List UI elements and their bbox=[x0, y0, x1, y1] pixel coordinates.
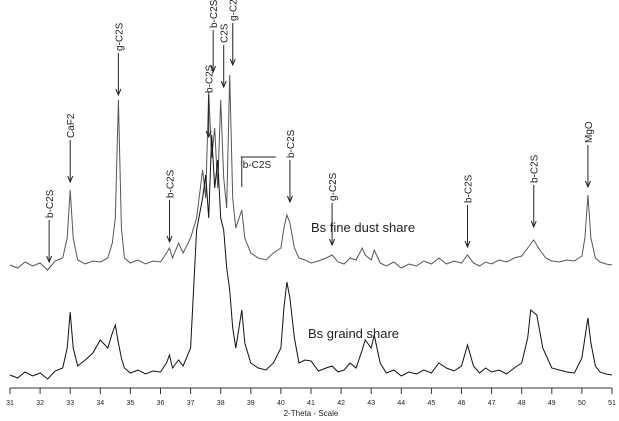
x-tick-label: 47 bbox=[488, 400, 496, 407]
x-tick-label: 51 bbox=[608, 400, 616, 407]
series-label: Bs graind share bbox=[308, 326, 399, 341]
annotation-label: b-C2S bbox=[166, 169, 177, 198]
x-tick-label: 36 bbox=[157, 400, 165, 407]
series-label: Bs fine dust share bbox=[311, 220, 415, 235]
x-axis-label: 2-Theta - Scale bbox=[284, 409, 339, 418]
annotation-label: b-C2S bbox=[464, 174, 475, 203]
x-tick-label: 45 bbox=[428, 400, 436, 407]
annotation-label: g-C2S bbox=[328, 172, 339, 201]
annotation-label: MgO bbox=[584, 121, 595, 143]
annotation-label: C2S bbox=[220, 23, 231, 43]
annotation-arrowhead bbox=[67, 175, 74, 184]
x-tick-label: 42 bbox=[337, 400, 345, 407]
annotation-arrowhead bbox=[205, 130, 212, 139]
x-tick-label: 43 bbox=[367, 400, 375, 407]
x-tick-label: 50 bbox=[578, 400, 586, 407]
annotation-label: b-C2S bbox=[530, 154, 541, 183]
x-tick-label: 31 bbox=[6, 400, 14, 407]
annotation-arrowhead bbox=[584, 180, 591, 189]
x-tick-label: 34 bbox=[96, 400, 104, 407]
x-tick-label: 48 bbox=[518, 400, 526, 407]
annotation-label: b-C2S bbox=[243, 160, 272, 171]
annotation-label: g-C2S bbox=[229, 0, 240, 21]
x-tick-label: 44 bbox=[397, 400, 405, 407]
x-tick-label: 33 bbox=[66, 400, 74, 407]
x-tick-label: 32 bbox=[36, 400, 44, 407]
x-tick-label: 46 bbox=[458, 400, 466, 407]
series-line bbox=[9, 134, 613, 380]
series-line bbox=[9, 74, 613, 271]
x-tick-label: 39 bbox=[247, 400, 255, 407]
annotation-label: b-C2S bbox=[286, 129, 297, 158]
x-tick-label: 38 bbox=[217, 400, 225, 407]
annotation-arrowhead bbox=[220, 80, 227, 89]
annotation-label: b-C2S bbox=[209, 0, 220, 28]
annotation-arrowhead bbox=[46, 255, 53, 264]
annotation-arrowhead bbox=[166, 235, 173, 244]
annotation-arrowhead bbox=[329, 238, 336, 247]
annotation-label: b-C2S bbox=[45, 189, 56, 218]
annotation-arrowhead bbox=[210, 65, 217, 74]
annotation-label: CaF2 bbox=[66, 113, 77, 138]
x-tick-label: 49 bbox=[548, 400, 556, 407]
x-tick-label: 40 bbox=[277, 400, 285, 407]
x-tick-label: 35 bbox=[127, 400, 135, 407]
x-tick-label: 37 bbox=[187, 400, 195, 407]
annotation-arrowhead bbox=[115, 88, 122, 97]
annotation-label: g-C2S bbox=[114, 22, 125, 51]
annotation-arrowhead bbox=[286, 195, 293, 204]
annotation-arrowhead bbox=[464, 240, 471, 249]
annotation-arrowhead bbox=[530, 220, 537, 229]
annotation-arrowhead bbox=[229, 58, 236, 67]
x-tick-label: 41 bbox=[307, 400, 315, 407]
annotation-label: b-C2S bbox=[205, 64, 216, 93]
